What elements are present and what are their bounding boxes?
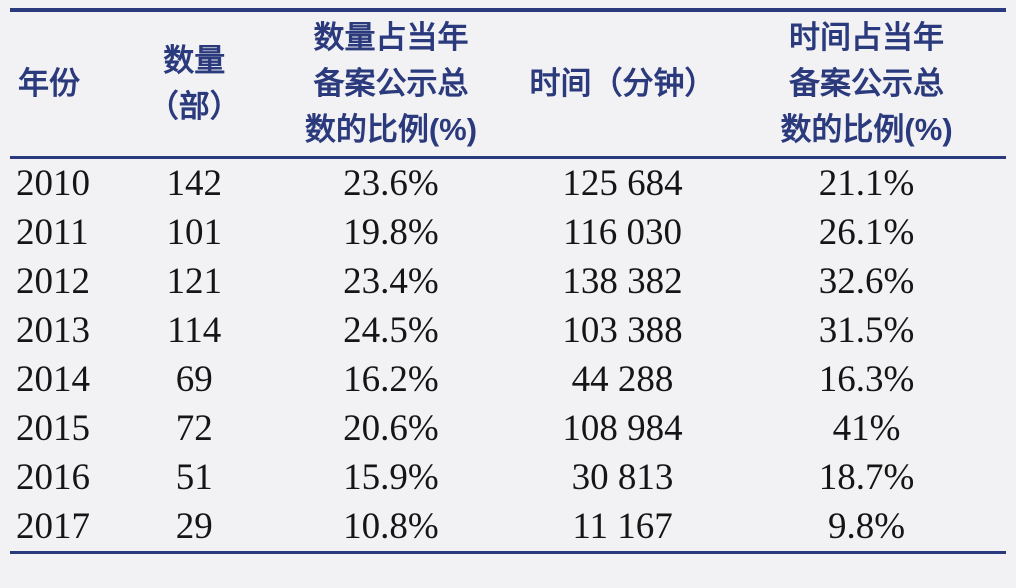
cell-minutes-share: 32.6%	[818, 261, 915, 302]
table-row: 2014 69 16.2% 44 288 16.3%	[10, 355, 1006, 404]
column-header-minutes-share: 时间占当年 备案公示总 数的比例(%)	[727, 10, 1006, 159]
cell-count: 121	[166, 261, 223, 302]
cell-count-share: 20.6%	[343, 408, 439, 449]
cell-year: 2012	[16, 261, 90, 302]
cell-minutes-share: 26.1%	[818, 212, 915, 253]
cell-count: 69	[175, 359, 213, 400]
cell-minutes-share: 9.8%	[828, 506, 906, 547]
cell-count-share: 15.9%	[343, 457, 439, 498]
cell-minutes: 30 813	[571, 457, 674, 498]
cell-count-share: 19.8%	[343, 212, 439, 253]
cell-count: 114	[167, 310, 222, 351]
document-body: 年份 数量（部） 数量占当年 备案公示总 数的比例(%) 时间（分钟） 时间占当…	[10, 8, 1006, 554]
table-row: 2011 101 19.8% 116 030 26.1%	[10, 208, 1006, 257]
cell-minutes: 125 684	[562, 163, 683, 204]
cell-minutes: 103 388	[562, 310, 683, 351]
cell-count: 142	[166, 163, 223, 204]
cell-minutes-share: 16.3%	[818, 359, 915, 400]
cell-year: 2011	[16, 212, 89, 253]
statistics-table: 年份 数量（部） 数量占当年 备案公示总 数的比例(%) 时间（分钟） 时间占当…	[10, 8, 1006, 554]
table-row: 2012 121 23.4% 138 382 32.6%	[10, 257, 1006, 306]
cell-count: 29	[175, 506, 213, 547]
cell-minutes-share: 31.5%	[818, 310, 915, 351]
cell-minutes-share: 18.7%	[818, 457, 915, 498]
cell-minutes: 108 984	[562, 408, 683, 449]
table-row: 2015 72 20.6% 108 984 41%	[10, 404, 1006, 453]
cell-count-share: 10.8%	[343, 506, 439, 547]
cell-year: 2013	[16, 310, 90, 351]
cell-count-share: 16.2%	[343, 359, 439, 400]
cell-count: 72	[175, 408, 213, 449]
cell-minutes: 138 382	[562, 261, 683, 302]
cell-count-share: 24.5%	[343, 310, 439, 351]
table-row: 2013 114 24.5% 103 388 31.5%	[10, 306, 1006, 355]
cell-count: 51	[175, 457, 213, 498]
column-header-count-share: 数量占当年 备案公示总 数的比例(%)	[263, 10, 518, 159]
cell-minutes: 11 167	[572, 506, 673, 547]
column-header-year: 年份	[10, 10, 125, 159]
table-body: 2010 142 23.6% 125 684 21.1% 2011 101 19…	[10, 158, 1006, 553]
cell-year: 2014	[16, 359, 90, 400]
table-row: 2017 29 10.8% 11 167 9.8%	[10, 502, 1006, 553]
cell-count: 101	[166, 212, 223, 253]
table-row: 2010 142 23.6% 125 684 21.1%	[10, 158, 1006, 209]
cell-year: 2017	[16, 506, 90, 547]
header-row: 年份 数量（部） 数量占当年 备案公示总 数的比例(%) 时间（分钟） 时间占当…	[10, 10, 1006, 159]
column-header-minutes: 时间（分钟）	[517, 10, 728, 159]
cell-minutes: 116 030	[563, 212, 682, 253]
cell-count-share: 23.4%	[343, 261, 439, 302]
cell-count-share: 23.6%	[343, 163, 439, 204]
cell-minutes: 44 288	[571, 359, 674, 400]
cell-minutes-share: 41%	[832, 408, 901, 449]
table-header: 年份 数量（部） 数量占当年 备案公示总 数的比例(%) 时间（分钟） 时间占当…	[10, 10, 1006, 159]
cell-minutes-share: 21.1%	[818, 163, 915, 204]
cell-year: 2015	[16, 408, 90, 449]
column-header-count: 数量（部）	[124, 10, 264, 159]
table-row: 2016 51 15.9% 30 813 18.7%	[10, 453, 1006, 502]
cell-year: 2010	[16, 163, 90, 204]
cell-year: 2016	[16, 457, 90, 498]
